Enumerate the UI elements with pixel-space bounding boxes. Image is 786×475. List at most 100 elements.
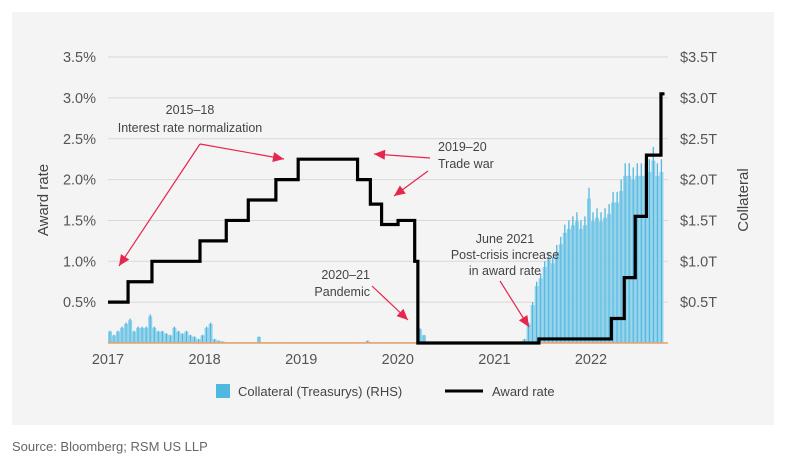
collateral-bar [116, 331, 118, 343]
left-tick-label: 1.5% [63, 213, 96, 229]
collateral-bar [142, 327, 145, 343]
left-tick-label: 0.5% [63, 295, 96, 311]
collateral-bar [656, 163, 659, 343]
arrowhead-icon [272, 152, 284, 162]
collateral-bar [108, 331, 110, 343]
annotation-text: in award rate [469, 264, 541, 278]
collateral-bar [189, 334, 192, 343]
collateral-bar [533, 305, 535, 343]
collateral-bar [529, 324, 531, 343]
x-tick-label: 2017 [92, 352, 124, 368]
collateral-bar [212, 339, 214, 343]
collateral-bar [584, 216, 586, 343]
collateral-bar [624, 163, 626, 343]
collateral-bar [207, 327, 209, 343]
collateral-bar [424, 335, 426, 343]
collateral-bar [552, 257, 554, 343]
collateral-bar [637, 175, 640, 343]
collateral-bar [203, 335, 205, 343]
collateral-bar [130, 320, 133, 343]
left-tick-label: 3.5% [63, 50, 96, 66]
collateral-bar [132, 331, 134, 343]
collateral-bar [122, 327, 125, 343]
annotation-text: Pandemic [314, 285, 370, 299]
collateral-bar [110, 331, 112, 343]
annotation-rate-normalization: 2015–18 Interest rate normalization [118, 103, 263, 135]
x-axis-ticks: 2017 2018 2019 2020 2021 2022 [92, 352, 607, 368]
collateral-bar [538, 278, 540, 343]
legend: Collateral (Treasurys) (RHS) Award rate [216, 384, 555, 399]
collateral-bar [593, 221, 595, 343]
collateral-bar [184, 331, 186, 343]
collateral-bar [193, 336, 196, 343]
collateral-bar [628, 163, 630, 343]
source-note: Source: Bloomberg; RSM US LLP [12, 439, 208, 454]
collateral-bar [128, 320, 130, 343]
collateral-bar [625, 175, 628, 343]
collateral-bar [171, 335, 173, 343]
collateral-bar [589, 198, 591, 343]
collateral-bar [660, 159, 663, 343]
collateral-bar [181, 333, 184, 343]
collateral-bar [574, 221, 577, 343]
collateral-bar [648, 159, 650, 343]
collateral-bar [581, 229, 583, 343]
x-tick-label: 2019 [285, 352, 317, 368]
collateral-bar [550, 263, 553, 343]
collateral-bar [423, 334, 425, 343]
collateral-bar [585, 225, 587, 343]
x-tick-label: 2020 [382, 352, 414, 368]
collateral-bar [564, 224, 566, 343]
arrow-line [199, 143, 285, 160]
collateral-bar [146, 327, 149, 343]
collateral-bar [659, 172, 661, 343]
right-tick-label: $2.0T [680, 173, 717, 189]
collateral-bar [652, 146, 655, 343]
collateral-bar [141, 326, 143, 343]
collateral-bar [595, 217, 597, 343]
collateral-bar [173, 326, 176, 343]
collateral-bar [150, 316, 153, 343]
collateral-bar [152, 327, 154, 343]
collateral-bar [615, 202, 617, 343]
collateral-bar [565, 232, 567, 343]
collateral-bar [651, 160, 653, 343]
collateral-bar [191, 335, 193, 343]
collateral-bar [535, 281, 538, 343]
collateral-bar [197, 338, 200, 343]
collateral-bar [154, 327, 157, 343]
arrow-line [118, 143, 201, 267]
collateral-bar [596, 208, 598, 343]
collateral-bar [592, 212, 594, 343]
right-tick-label: $3.5T [680, 50, 717, 66]
collateral-bar [156, 331, 158, 343]
collateral-bar [658, 175, 660, 343]
collateral-bar [631, 179, 633, 343]
collateral-bar [195, 336, 197, 343]
right-tick-label: $0.5T [680, 295, 717, 311]
collateral-bar [136, 327, 138, 343]
collateral-bar [558, 244, 561, 343]
collateral-bar [157, 330, 159, 343]
collateral-bar [109, 330, 111, 343]
collateral-bar [175, 327, 177, 343]
collateral-bar [523, 338, 526, 343]
collateral-bar [662, 172, 664, 343]
collateral-bar [148, 316, 150, 343]
left-tick-label: 2.0% [63, 173, 96, 189]
collateral-bar [140, 327, 142, 343]
collateral-bar [188, 335, 190, 343]
collateral-bar [259, 336, 261, 343]
right-tick-label: $2.5T [680, 132, 717, 148]
arrowhead-icon [396, 308, 408, 320]
collateral-bar [125, 322, 127, 343]
collateral-bar [126, 324, 129, 343]
annotation-june-2021: June 2021 Post-crisis increase in award … [451, 232, 559, 278]
annotation-text: 2019–20 [438, 140, 487, 154]
collateral-bar [549, 259, 551, 343]
collateral-bar [133, 330, 135, 343]
collateral-bar [365, 340, 367, 343]
collateral-bar [256, 336, 259, 343]
collateral-bar [120, 327, 122, 343]
collateral-bar [619, 191, 621, 343]
